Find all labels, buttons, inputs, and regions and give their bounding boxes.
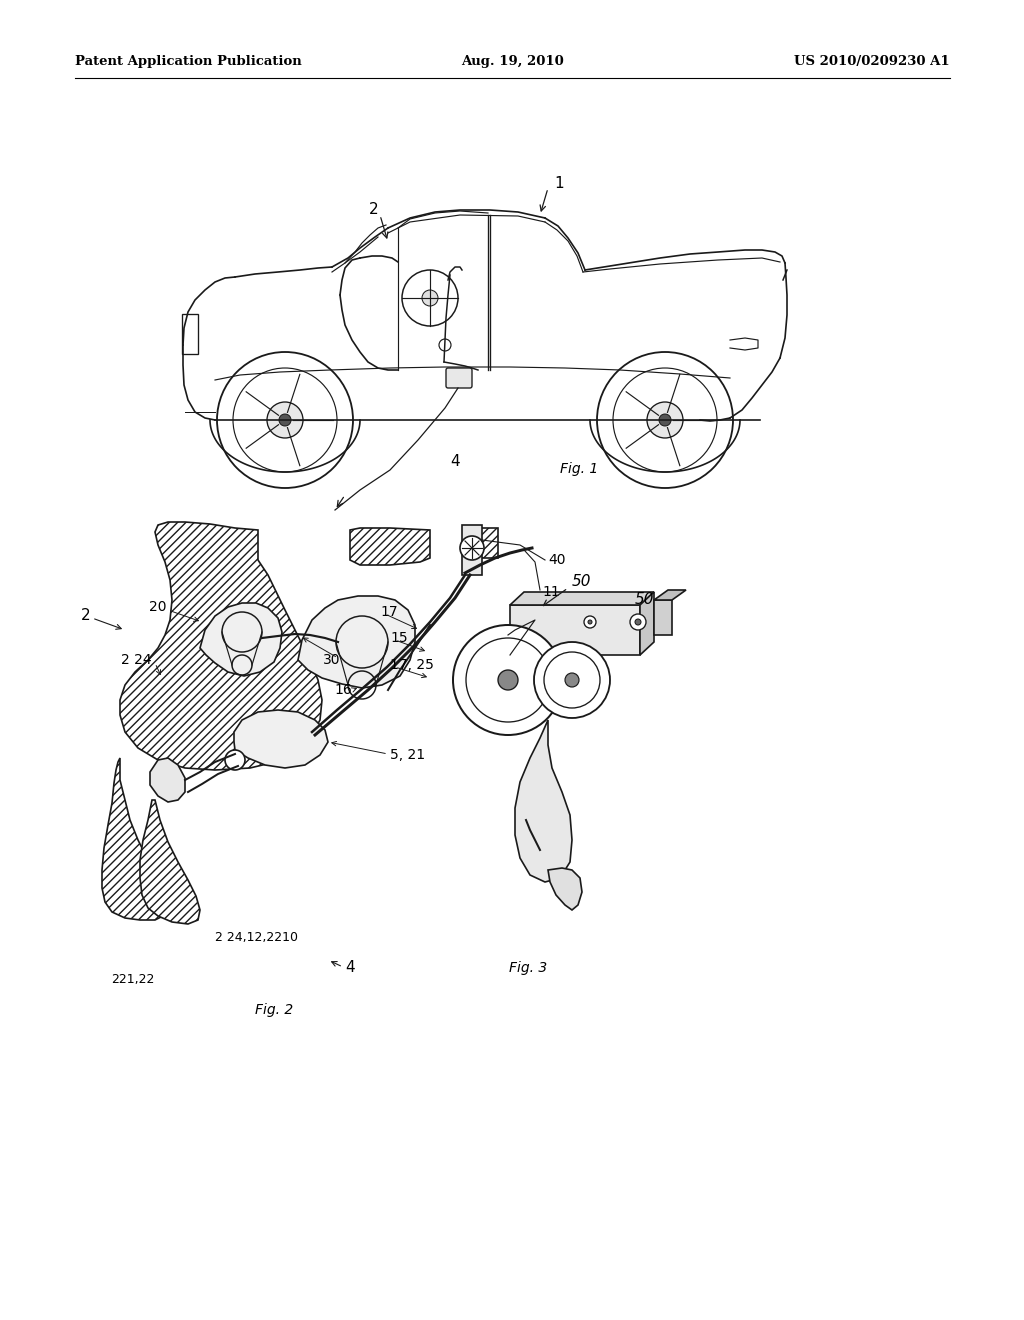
Circle shape <box>647 403 683 438</box>
Polygon shape <box>515 719 572 882</box>
Polygon shape <box>120 521 322 770</box>
Text: 4: 4 <box>450 454 460 470</box>
Text: Aug. 19, 2010: Aug. 19, 2010 <box>461 55 563 69</box>
Polygon shape <box>350 528 430 565</box>
Circle shape <box>584 616 596 628</box>
Text: 40: 40 <box>548 553 565 568</box>
Text: 17, 25: 17, 25 <box>390 657 434 672</box>
Polygon shape <box>234 710 328 768</box>
Text: 221,22: 221,22 <box>112 974 155 986</box>
Circle shape <box>565 673 579 686</box>
Polygon shape <box>510 605 640 655</box>
Text: 2: 2 <box>370 202 379 216</box>
Text: 2: 2 <box>80 607 90 623</box>
Circle shape <box>534 642 610 718</box>
FancyBboxPatch shape <box>446 368 472 388</box>
Polygon shape <box>150 758 185 803</box>
Circle shape <box>630 614 646 630</box>
Polygon shape <box>510 591 654 605</box>
Text: 30: 30 <box>323 653 340 667</box>
Circle shape <box>588 620 592 624</box>
Text: 50: 50 <box>635 593 654 607</box>
Text: 16: 16 <box>334 682 352 697</box>
Text: 11: 11 <box>542 585 560 599</box>
Polygon shape <box>102 758 168 920</box>
Polygon shape <box>140 800 200 924</box>
Text: 2 24,12,2210: 2 24,12,2210 <box>215 932 298 945</box>
Circle shape <box>422 290 438 306</box>
Circle shape <box>279 414 291 426</box>
Circle shape <box>267 403 303 438</box>
Polygon shape <box>640 591 654 655</box>
Text: Patent Application Publication: Patent Application Publication <box>75 55 302 69</box>
Circle shape <box>659 414 671 426</box>
FancyBboxPatch shape <box>462 525 482 576</box>
Text: 1: 1 <box>554 176 563 190</box>
Text: 20: 20 <box>150 601 167 614</box>
Text: 15: 15 <box>390 631 408 645</box>
Polygon shape <box>548 869 582 909</box>
Circle shape <box>460 536 484 560</box>
Polygon shape <box>654 601 672 635</box>
Polygon shape <box>298 597 415 688</box>
Text: 4: 4 <box>345 961 354 975</box>
Circle shape <box>453 624 563 735</box>
Polygon shape <box>480 528 498 558</box>
Circle shape <box>225 750 245 770</box>
Circle shape <box>635 619 641 624</box>
Circle shape <box>498 671 518 690</box>
Polygon shape <box>654 590 686 601</box>
Text: Fig. 2: Fig. 2 <box>255 1003 293 1016</box>
Text: 2 24: 2 24 <box>122 653 152 667</box>
Text: Fig. 1: Fig. 1 <box>560 462 598 477</box>
Polygon shape <box>200 603 282 676</box>
Text: US 2010/0209230 A1: US 2010/0209230 A1 <box>795 55 950 69</box>
Text: 5, 21: 5, 21 <box>390 748 425 762</box>
Text: 17: 17 <box>380 605 397 619</box>
Text: 50: 50 <box>572 574 592 590</box>
Text: Fig. 3: Fig. 3 <box>509 961 547 975</box>
